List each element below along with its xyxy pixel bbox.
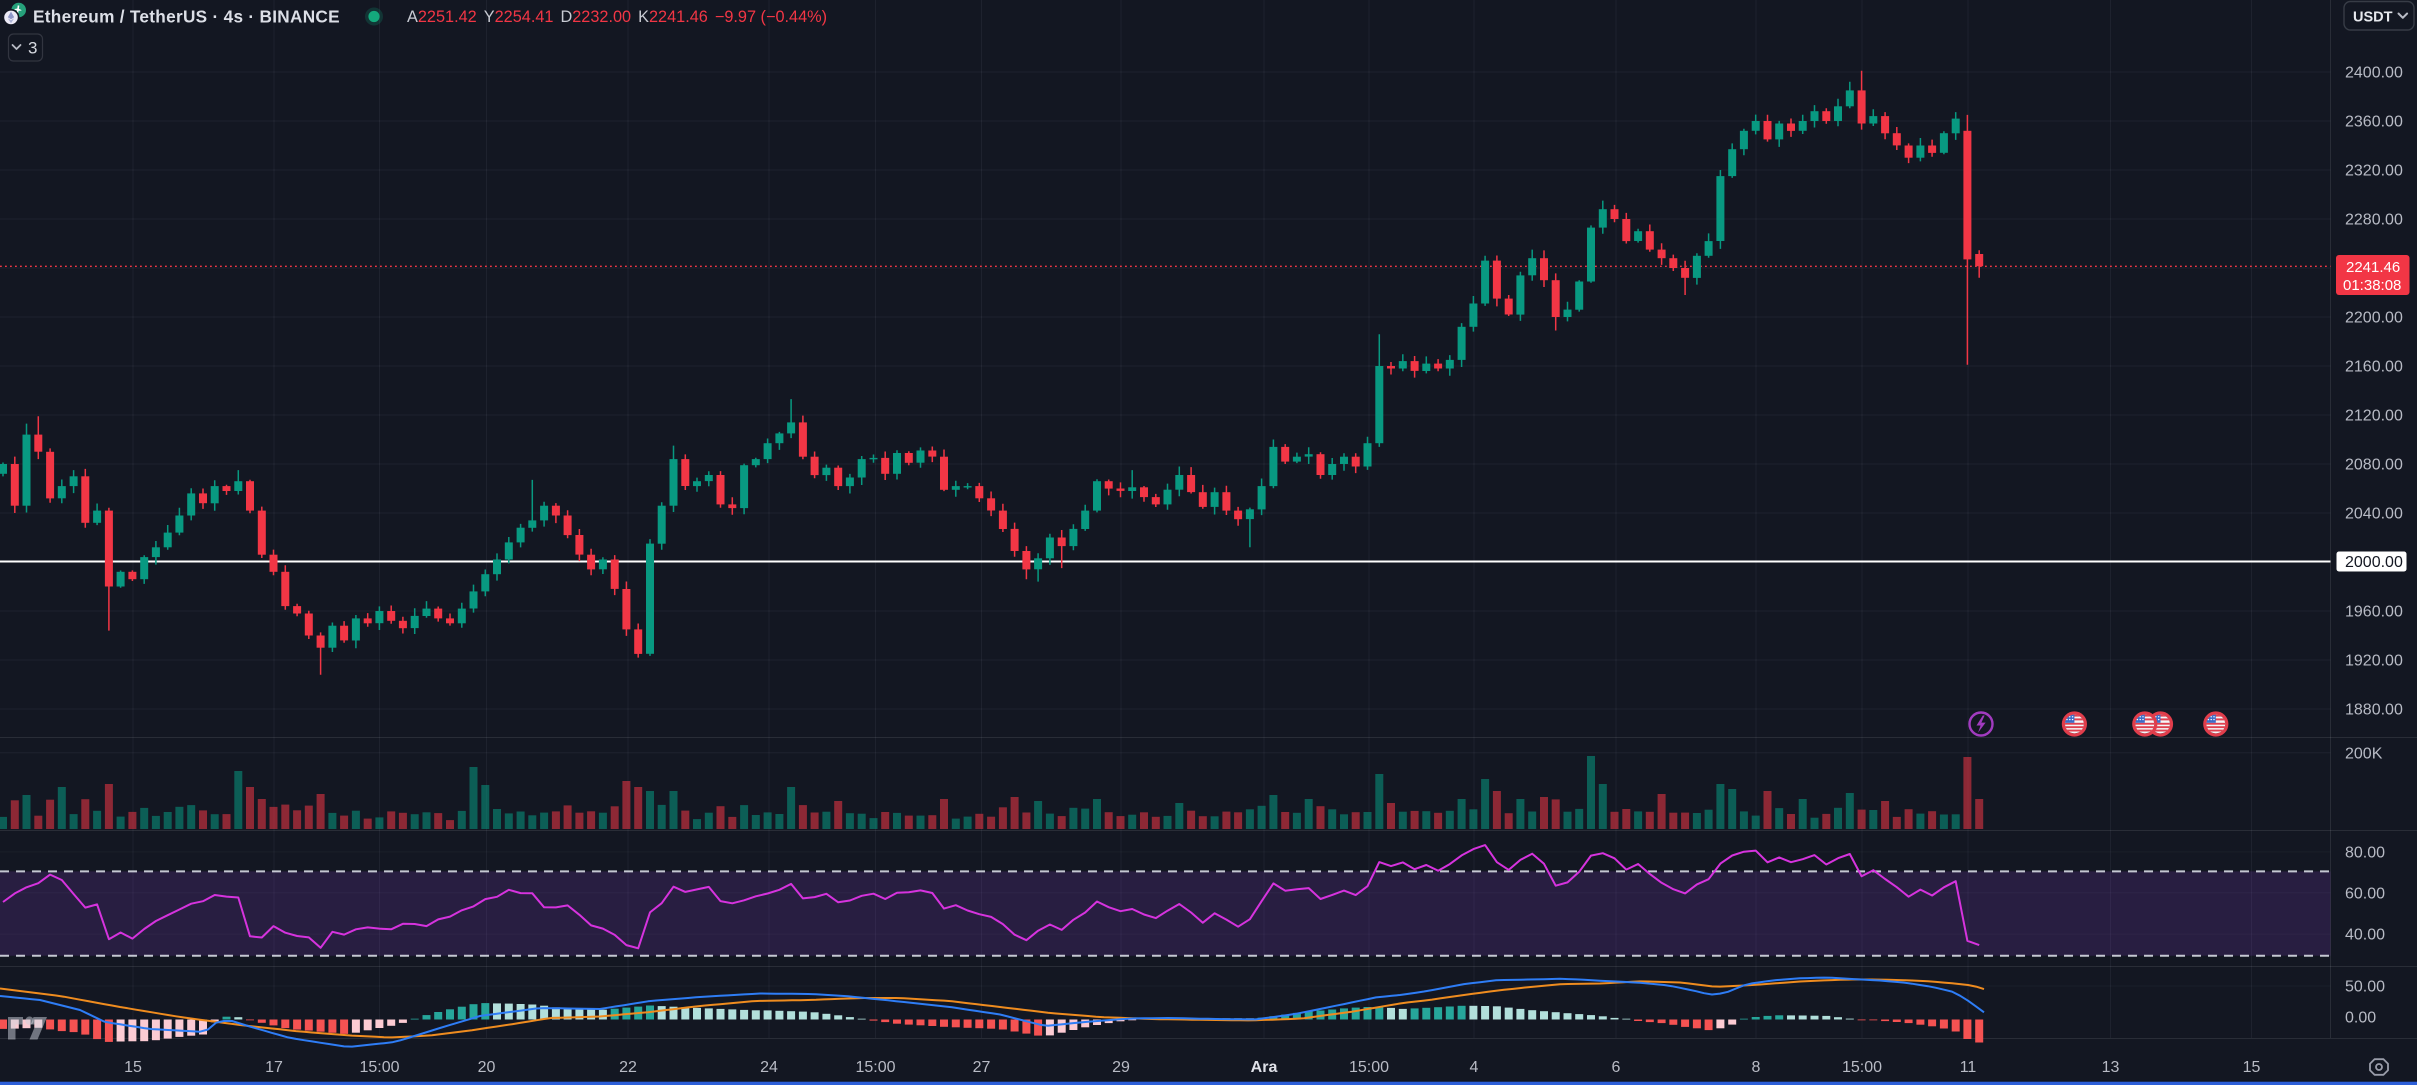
svg-text:15:00: 15:00	[359, 1059, 399, 1076]
svg-text:15:00: 15:00	[1349, 1059, 1389, 1076]
svg-text:1880.00: 1880.00	[2345, 702, 2403, 719]
svg-text:Ethereum / TetherUS · 4s · BIN: Ethereum / TetherUS · 4s · BINANCE	[33, 7, 340, 27]
svg-text:2360.00: 2360.00	[2345, 114, 2403, 131]
svg-text:20: 20	[478, 1059, 496, 1076]
svg-text:15:00: 15:00	[855, 1059, 895, 1076]
svg-text:6: 6	[1612, 1059, 1621, 1076]
svg-text:2080.00: 2080.00	[2345, 457, 2403, 474]
svg-text:0.00: 0.00	[2345, 1010, 2376, 1027]
svg-text:29: 29	[1112, 1059, 1130, 1076]
svg-text:2241.46: 2241.46	[2346, 259, 2400, 276]
svg-text:15:00: 15:00	[1842, 1059, 1882, 1076]
svg-text:40.00: 40.00	[2345, 927, 2385, 944]
svg-text:22: 22	[619, 1059, 637, 1076]
svg-text:4: 4	[1470, 1059, 1479, 1076]
svg-text:15: 15	[2243, 1059, 2261, 1076]
svg-text:80.00: 80.00	[2345, 844, 2385, 861]
svg-text:27: 27	[973, 1059, 991, 1076]
svg-text:13: 13	[2102, 1059, 2120, 1076]
svg-text:60.00: 60.00	[2345, 885, 2385, 902]
svg-text:2320.00: 2320.00	[2345, 163, 2403, 180]
svg-text:2000.00: 2000.00	[2345, 554, 2403, 571]
svg-text:17: 17	[265, 1059, 283, 1076]
svg-text:2040.00: 2040.00	[2345, 506, 2403, 523]
svg-text:1960.00: 1960.00	[2345, 604, 2403, 621]
svg-text:11: 11	[1960, 1059, 1977, 1076]
svg-text:200K: 200K	[2345, 745, 2383, 762]
svg-text:8: 8	[1752, 1059, 1761, 1076]
svg-text:Ara: Ara	[1251, 1059, 1278, 1076]
svg-text:2160.00: 2160.00	[2345, 359, 2403, 376]
svg-text:01:38:08: 01:38:08	[2343, 277, 2401, 294]
svg-text:15: 15	[124, 1059, 142, 1076]
svg-text:3: 3	[28, 39, 37, 58]
svg-text:2120.00: 2120.00	[2345, 408, 2403, 425]
svg-text:2280.00: 2280.00	[2345, 212, 2403, 229]
svg-text:24: 24	[760, 1059, 778, 1076]
svg-text:USDT: USDT	[2353, 10, 2393, 26]
svg-text:2200.00: 2200.00	[2345, 310, 2403, 327]
svg-text:50.00: 50.00	[2345, 979, 2385, 996]
svg-text:2400.00: 2400.00	[2345, 65, 2403, 82]
svg-text:1920.00: 1920.00	[2345, 653, 2403, 670]
